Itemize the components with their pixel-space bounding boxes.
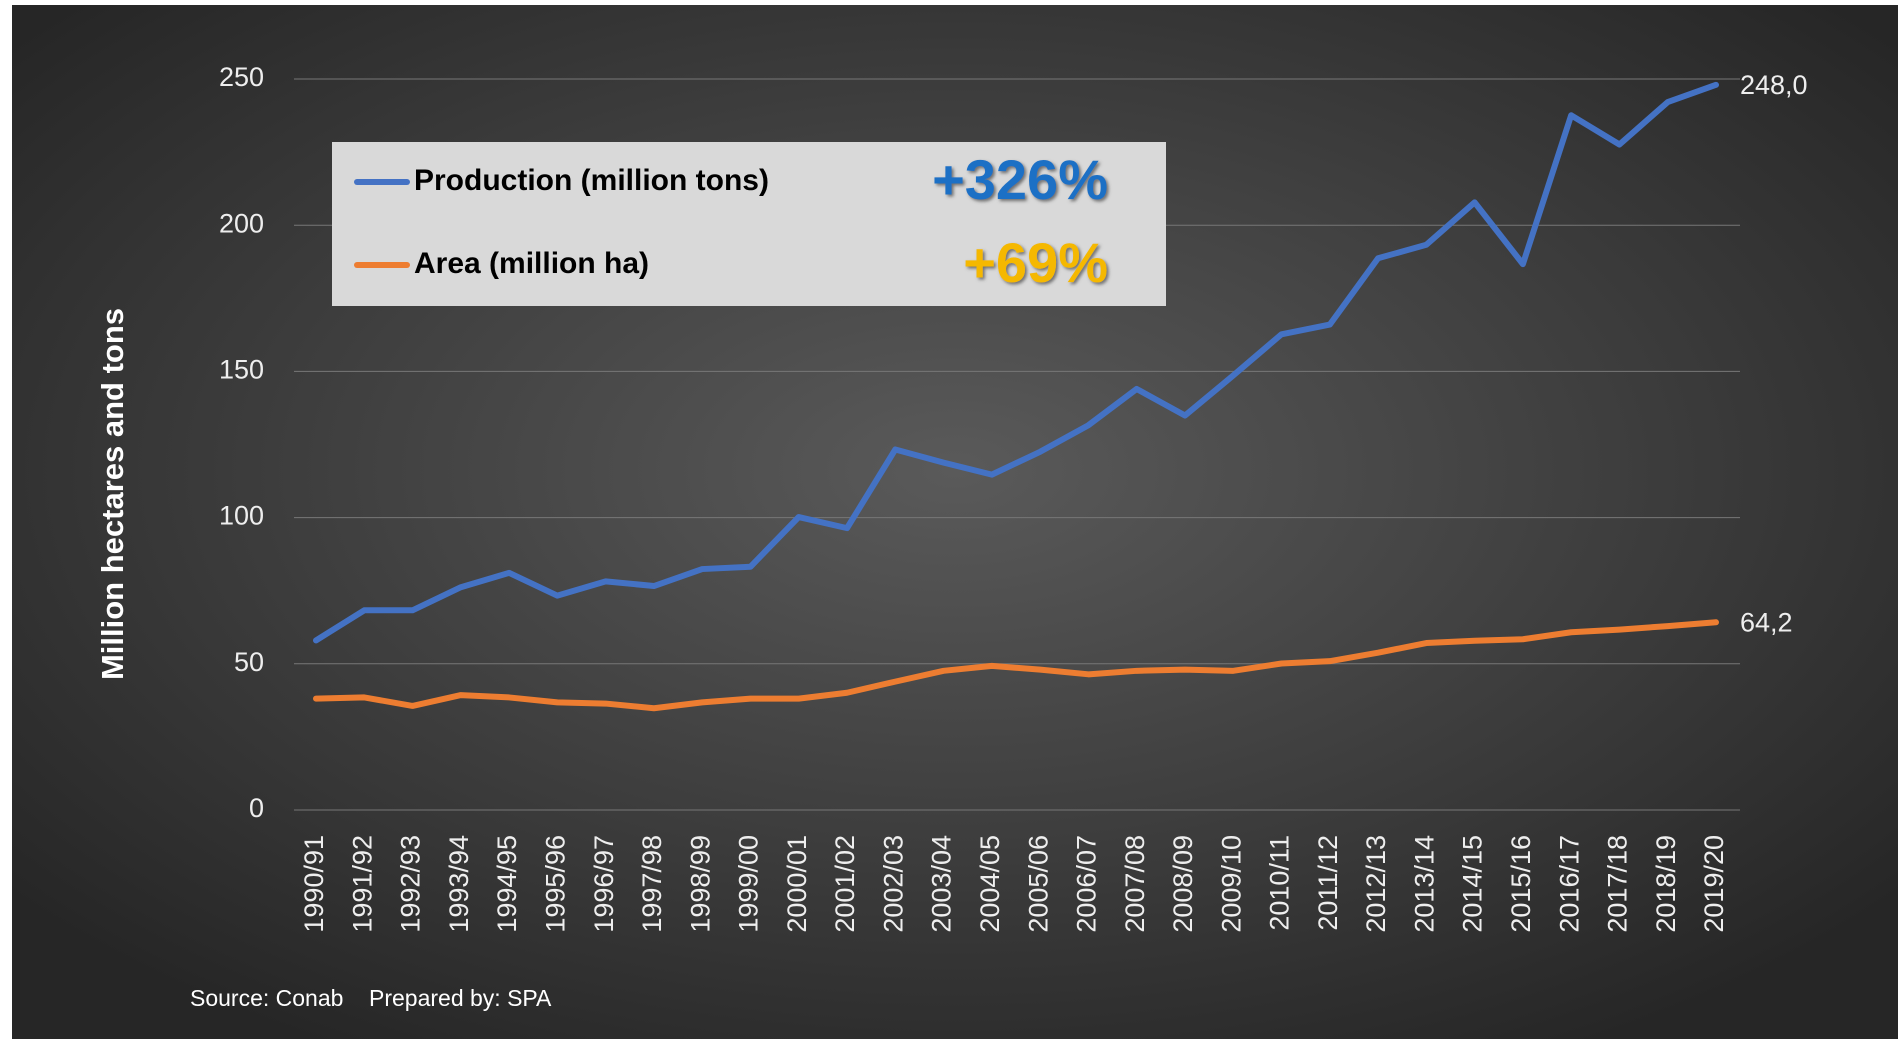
x-tick-label: 2013/14: [1409, 835, 1439, 933]
x-tick-label: 2019/20: [1699, 835, 1729, 933]
x-tick-label: 1995/96: [541, 835, 571, 933]
x-tick-label: 2005/06: [1023, 835, 1053, 933]
legend-label: Production (million tons): [414, 164, 769, 197]
y-tick-label: 250: [219, 62, 264, 92]
source: Source: Conab Prepared by: SPA: [190, 985, 552, 1011]
y-tick-label: 200: [219, 208, 264, 238]
series-line: [313, 619, 1719, 712]
x-tick-label: 2000/01: [782, 835, 812, 933]
legend-box: [332, 142, 1166, 306]
data-label: 64,2: [1740, 607, 1793, 637]
x-tick-label: 2011/12: [1313, 835, 1343, 931]
x-tick-label: 2015/16: [1506, 835, 1536, 933]
x-tick-label: 2001/02: [830, 835, 860, 933]
x-tick-label: 2012/13: [1361, 835, 1391, 933]
x-tick-label: 1997/98: [637, 835, 667, 933]
x-tick-label: 2009/10: [1216, 835, 1246, 933]
x-tick-label: 2004/05: [975, 835, 1005, 933]
data-label: 248,0: [1740, 70, 1808, 100]
y-tick-label: 100: [219, 501, 264, 531]
legend-label: Area (million ha): [414, 247, 649, 280]
annotation: +326%: [932, 148, 1108, 211]
x-tick-label: 2010/11: [1265, 835, 1295, 931]
x-tick-label: 1998/99: [685, 835, 715, 933]
x-tick-label: 2002/03: [878, 835, 908, 933]
series-line: [313, 81, 1719, 644]
y-axis-title: Million hectares and tons: [95, 308, 130, 680]
x-tick-label: 1990/91: [299, 835, 329, 933]
x-tick-label: 2017/18: [1603, 835, 1633, 933]
x-tick-label: 2007/08: [1120, 835, 1150, 933]
x-tick-label: 2006/07: [1072, 835, 1102, 933]
y-tick-label: 50: [234, 647, 264, 677]
x-tick-label: 1993/94: [444, 835, 474, 933]
x-tick-label: 1991/92: [347, 835, 377, 933]
x-tick-label: 1994/95: [492, 835, 522, 933]
x-tick-label: 2014/15: [1458, 835, 1488, 933]
y-tick-label: 150: [219, 355, 264, 385]
x-tick-label: 1992/93: [396, 835, 426, 933]
y-tick-label: 0: [249, 793, 264, 823]
x-tick-label: 2016/17: [1554, 835, 1584, 933]
x-tick-label: 2003/04: [927, 835, 957, 933]
annotation: +69%: [963, 231, 1108, 294]
x-tick-label: 1996/97: [589, 835, 619, 933]
x-tick-label: 1999/00: [734, 835, 764, 933]
x-tick-label: 2008/09: [1168, 835, 1198, 933]
x-tick-label: 2018/19: [1651, 835, 1681, 933]
